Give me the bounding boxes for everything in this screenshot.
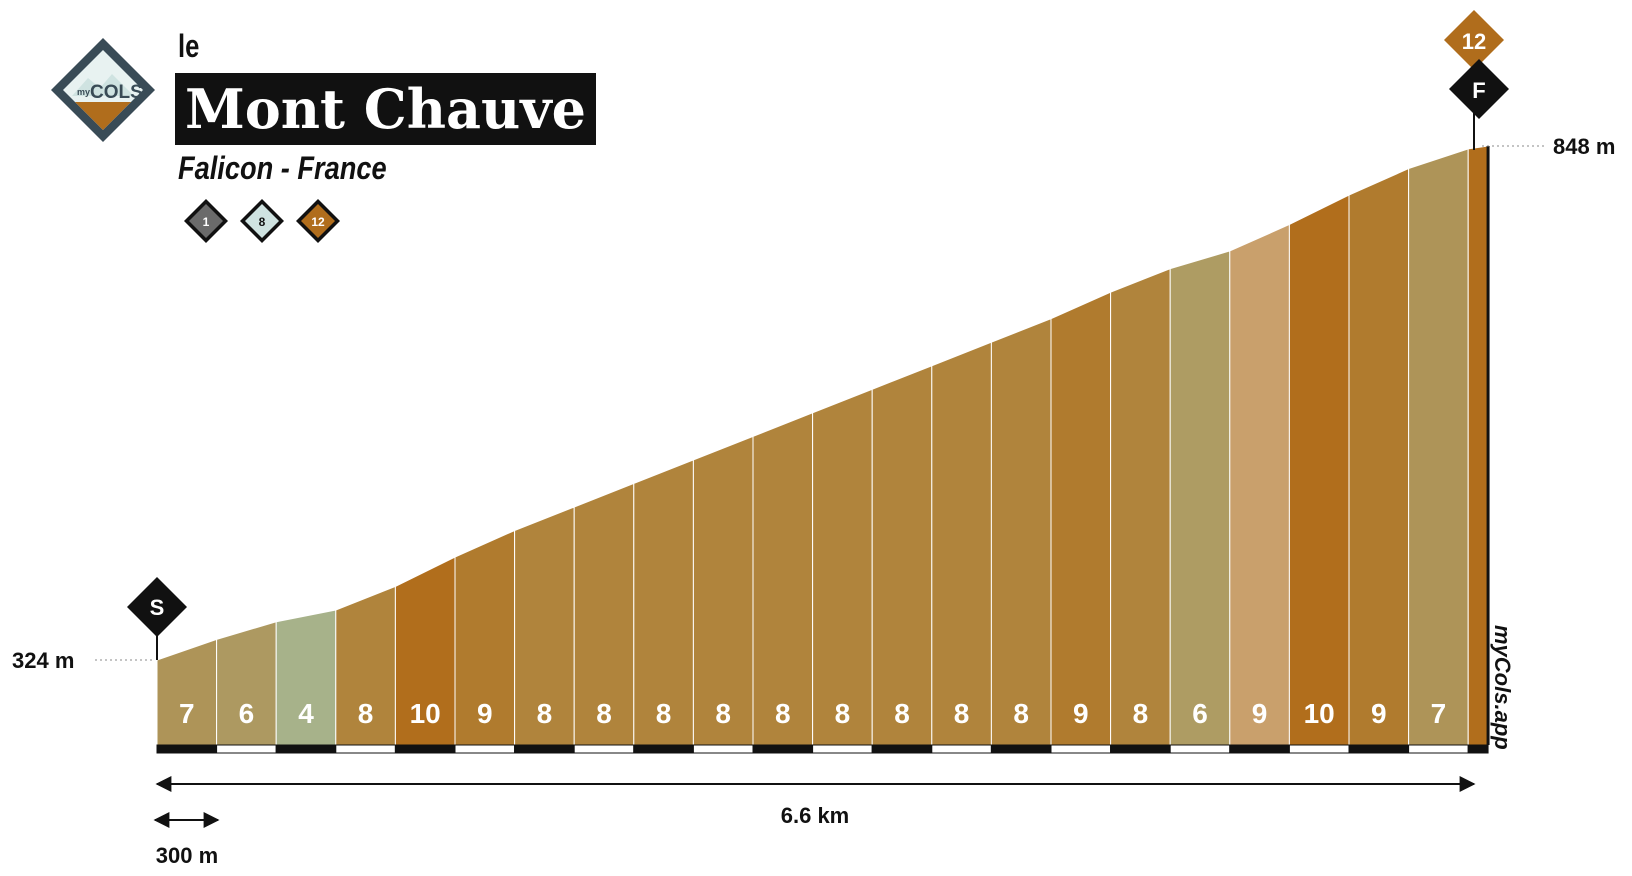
title-prefix: le (178, 28, 200, 64)
scale-bar-segment (454, 744, 516, 754)
gradient-label: 8 (358, 698, 374, 729)
scale-bar-segment (812, 744, 873, 754)
scale-bar-segment (1050, 744, 1112, 754)
gradient-label: 8 (835, 698, 851, 729)
scale-bar-segment (692, 744, 754, 754)
gradient-label: 10 (1304, 698, 1335, 729)
profile-segment (990, 317, 1052, 746)
gradient-label: 8 (537, 698, 553, 729)
scale-bar-segment (275, 744, 337, 754)
finish-marker: 12 F (1444, 10, 1509, 150)
gradient-label: 9 (1073, 698, 1089, 729)
gradient-label: 8 (715, 698, 731, 729)
badge-12: 12 (311, 215, 325, 229)
gradient-label: 7 (179, 698, 195, 729)
gradient-label: 4 (298, 698, 314, 729)
profile-segment (752, 412, 814, 746)
gradient-label: 6 (239, 698, 255, 729)
gradient-label: 6 (1192, 698, 1208, 729)
scale-bar-segment (752, 744, 814, 754)
end-elevation-label: 848 m (1553, 134, 1615, 159)
finish-marker-label: F (1472, 78, 1485, 103)
scale-bar-segment (394, 744, 456, 754)
scale-bar-segment (1288, 744, 1350, 754)
profile-segment (1169, 250, 1231, 746)
scale-bar-segment (335, 744, 396, 754)
gradient-label: 8 (656, 698, 672, 729)
profile-segment (156, 638, 218, 746)
scale-bar-segment (514, 744, 575, 754)
total-distance-label: 6.6 km (781, 803, 850, 828)
gradient-label: 8 (1013, 698, 1029, 729)
profile-segment (1110, 267, 1171, 746)
logo-text-small: my (77, 87, 90, 97)
total-distance-indicator: 6.6 km (155, 776, 1476, 828)
page-title: Mont Chauve (175, 73, 597, 145)
profile-segment (1348, 167, 1410, 746)
scale-bar-segment (1467, 744, 1489, 754)
gradient-label: 10 (410, 698, 441, 729)
scale-bar-segment (990, 744, 1052, 754)
max-gradient-marker-label: 12 (1462, 29, 1486, 54)
scale-bar-segment (1110, 744, 1171, 754)
profile-segment (1288, 194, 1350, 746)
gradient-label: 9 (1371, 698, 1387, 729)
scale-bar-segment (871, 744, 933, 754)
scale-bar-segment (156, 744, 218, 754)
segment-length-indicator: 300 m (153, 812, 220, 868)
scale-bar-segment (1169, 744, 1231, 754)
profile-segments (156, 145, 1490, 746)
gradient-label: 8 (775, 698, 791, 729)
location-subtitle: Falicon - France (178, 150, 387, 186)
profile-segment (812, 388, 873, 746)
segment-length-label: 300 m (156, 843, 218, 868)
mycols-logo: my COLS (51, 38, 155, 142)
profile-segment (871, 364, 933, 746)
gradient-label: 8 (894, 698, 910, 729)
gradient-label: 9 (1252, 698, 1268, 729)
elevation-labels: 324 m 848 m (12, 134, 1615, 673)
start-elevation-label: 324 m (12, 648, 74, 673)
profile-segment (1050, 291, 1112, 746)
scale-bar-segment (216, 744, 277, 754)
start-marker: S (127, 577, 187, 660)
scale-bar-segment (1229, 744, 1290, 754)
logo-text-big: COLS (90, 82, 143, 103)
scale-bar-segment (633, 744, 694, 754)
gradient-label: 7 (1431, 698, 1447, 729)
badge-1: 1 (203, 215, 210, 229)
gradient-label: 8 (1133, 698, 1149, 729)
scale-bar-segment (1408, 744, 1469, 754)
badge-8: 8 (259, 215, 266, 229)
profile-segment (931, 341, 992, 746)
scale-bar-segment (573, 744, 635, 754)
scale-bar-segment (1348, 744, 1410, 754)
gradient-label: 8 (596, 698, 612, 729)
mycols-watermark: myCols.app (1490, 625, 1515, 750)
profile-segment (1408, 148, 1469, 746)
gradient-labels: 7 6 4 8 10 9 8 8 8 8 8 8 8 8 8 9 8 6 9 10 9 7 (179, 698, 1446, 729)
profile-segment (1229, 223, 1290, 746)
start-marker-label: S (150, 595, 165, 620)
distance-scale-bar (156, 744, 1489, 754)
gradient-label: 8 (954, 698, 970, 729)
scale-bar-segment (931, 744, 992, 754)
difficulty-badges: 1 8 12 (184, 199, 340, 243)
gradient-label: 9 (477, 698, 493, 729)
profile-segment (1467, 145, 1489, 746)
